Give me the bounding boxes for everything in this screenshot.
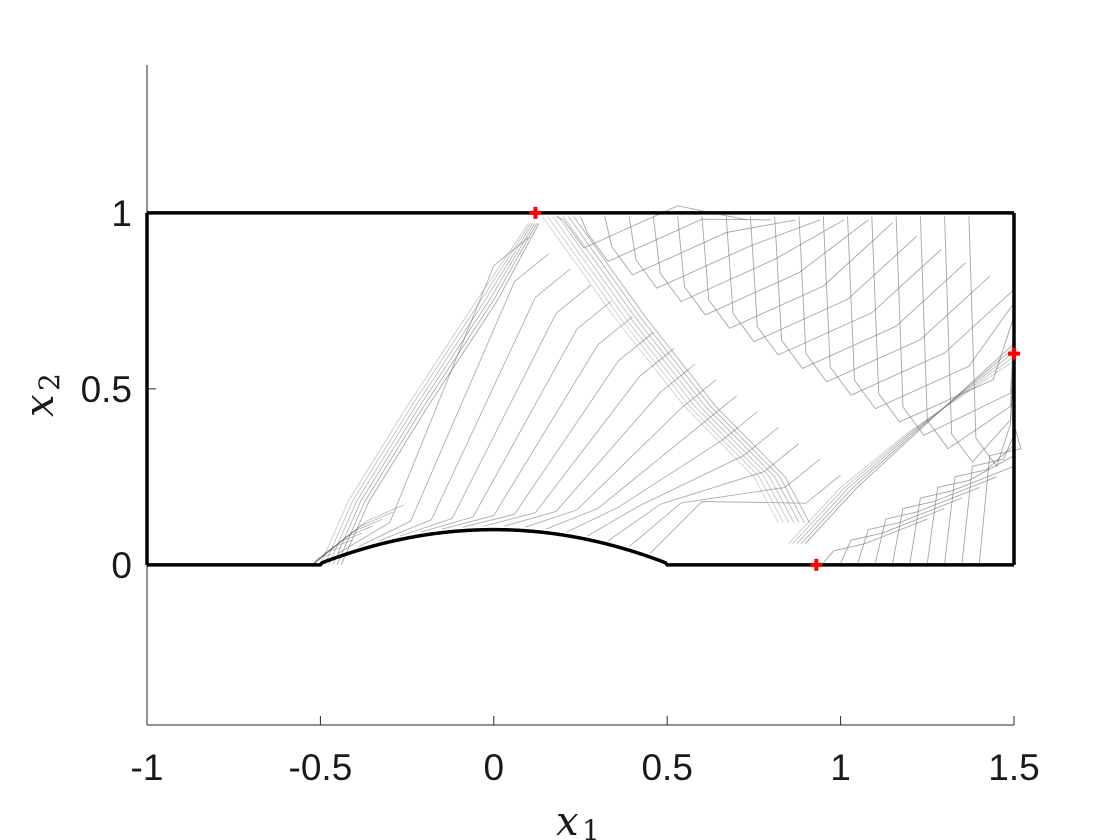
contour-line: [555, 205, 748, 249]
contour-line: [562, 216, 800, 523]
contour-line: [792, 356, 1015, 545]
contour-line: [796, 351, 1015, 545]
x-axis-label: x 1: [556, 799, 600, 840]
markers: [529, 206, 1020, 571]
contour-line: [340, 223, 540, 565]
contour-line: [319, 223, 529, 565]
contour-line: [652, 216, 845, 303]
contour-line: [587, 427, 779, 537]
svg-text:x: x: [17, 394, 63, 417]
contour-line: [568, 216, 805, 523]
x-tick-label: 0: [484, 747, 505, 788]
contour-line: [628, 458, 821, 548]
contour-line: [332, 223, 536, 565]
svg-text:1: 1: [582, 814, 600, 840]
contour-line: [545, 395, 737, 530]
contour-line: [892, 476, 997, 564]
contour-line: [524, 379, 717, 528]
contour-line: [822, 216, 1015, 396]
y-tick-label: 0: [111, 545, 132, 586]
contour-line: [944, 444, 1015, 564]
contour-line: [919, 216, 1015, 450]
contour-line: [874, 486, 980, 564]
contour-line: [542, 216, 779, 523]
y-axis-label: x 2: [17, 373, 66, 417]
contour-line: [504, 363, 696, 527]
contour-line: [379, 268, 571, 542]
contour-line: [725, 216, 918, 343]
contour-line: [649, 474, 841, 554]
contour-line: [800, 347, 1015, 545]
contour-line: [822, 518, 928, 564]
contour-line: [628, 216, 820, 289]
contour-line: [441, 316, 633, 530]
contour-line: [607, 443, 800, 542]
contour-line: [701, 216, 893, 329]
contour-line: [324, 223, 531, 565]
y-tick-label: 1: [111, 193, 132, 234]
contour-line: [336, 223, 538, 565]
bottom-wall-with-bump: [147, 527, 1014, 567]
contour-line: [358, 252, 550, 548]
axes: [146, 65, 1015, 726]
x-tick-label: -1: [131, 747, 164, 788]
x-tick-label: 1.5: [988, 747, 1039, 788]
contour-line: [573, 216, 810, 523]
contour-line: [944, 216, 1015, 463]
x-tick-label: -0.5: [289, 747, 353, 788]
contour-line: [926, 455, 1015, 564]
contour-line: [400, 284, 592, 537]
x-tick-label: 1: [830, 747, 851, 788]
contour-line: [909, 465, 1015, 564]
contour-line: [871, 216, 1015, 423]
marker-point: [529, 206, 542, 219]
contour-lines: [313, 205, 1022, 565]
svg-text:x: x: [556, 799, 579, 840]
contour-line: [847, 216, 1015, 410]
contour-line: [804, 343, 1015, 545]
contour-line: [604, 216, 796, 276]
contour-line: [968, 216, 1015, 468]
marker-point: [810, 558, 823, 571]
contour-line: [840, 508, 945, 564]
x-tick-label: 0.5: [641, 747, 692, 788]
contour-line: [961, 434, 1015, 564]
contour-line: [677, 216, 869, 316]
channel-boundary: [145, 211, 1016, 567]
contour-line: [580, 216, 772, 262]
contour-line: [774, 216, 966, 369]
contour-line: [483, 348, 675, 527]
contour-line: [788, 360, 1015, 545]
contour-line: [566, 411, 758, 533]
contour-line: [328, 223, 533, 565]
contour-line: [749, 216, 942, 356]
tick-labels: -1 -0.5 0 0.5 1 1.5 0 0.5 1: [81, 193, 1040, 788]
contour-line: [462, 332, 654, 528]
contour-line: [552, 216, 789, 523]
svg-text:2: 2: [33, 373, 66, 391]
contour-line: [337, 237, 529, 554]
y-tick-label: 0.5: [81, 369, 132, 410]
contour-line: [895, 216, 1015, 436]
contour-line: [420, 300, 612, 533]
contour-line: [557, 216, 795, 523]
contour-line: [857, 497, 963, 564]
marker-point: [1008, 347, 1020, 360]
contour-line: [313, 504, 404, 565]
contour-line: [978, 423, 1022, 564]
contour-line: [547, 216, 784, 523]
contour-line: [798, 216, 991, 383]
